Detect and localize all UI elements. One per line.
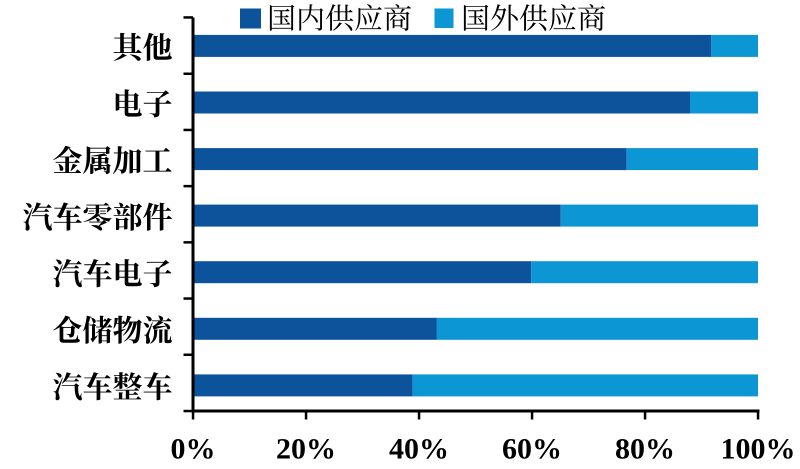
svg-text:100%: 100% [721,433,796,464]
svg-text:0%: 0% [171,433,216,464]
svg-text:60%: 60% [502,433,562,464]
svg-text:80%: 80% [615,433,675,464]
svg-text:20%: 20% [276,433,336,464]
svg-text:40%: 40% [389,433,449,464]
